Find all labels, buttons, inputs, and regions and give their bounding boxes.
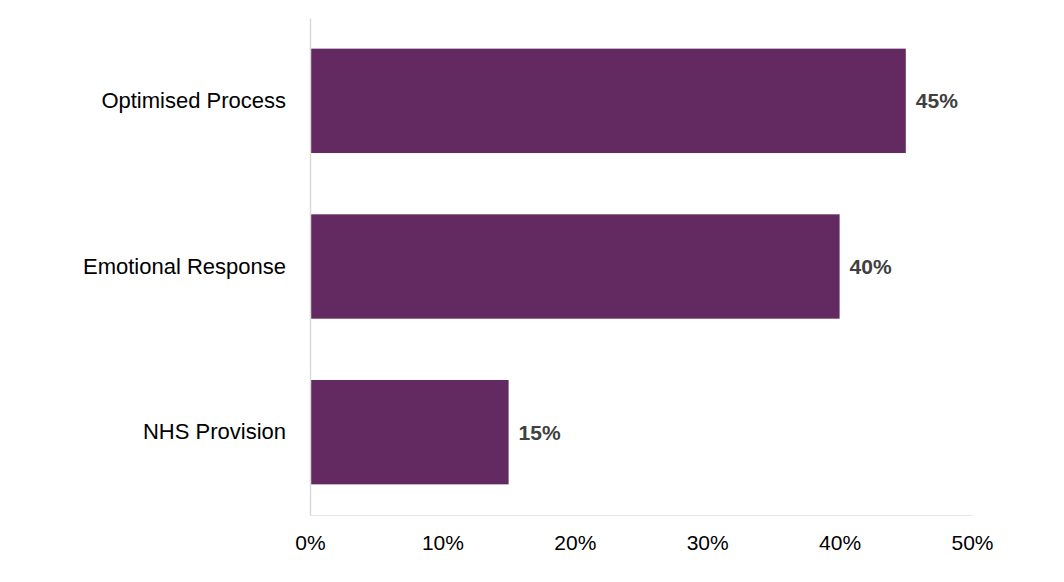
data-label: 40% <box>850 255 892 278</box>
bar <box>310 214 840 318</box>
y-tick: Emotional Response <box>83 254 310 279</box>
y-tick: Optimised Process <box>101 88 310 113</box>
x-axis: 0% 10% 20% 30% 40% 50% <box>295 515 993 554</box>
x-tick: 30% <box>687 515 729 554</box>
x-tick: 50% <box>951 515 993 554</box>
x-tick-label: 20% <box>554 531 596 554</box>
x-tick-label: 50% <box>951 531 993 554</box>
data-label: 45% <box>916 89 958 112</box>
x-tick-label: 10% <box>422 531 464 554</box>
bar <box>310 49 906 153</box>
x-tick: 0% <box>295 515 325 554</box>
x-tick-label: 30% <box>687 531 729 554</box>
y-tick-label: Emotional Response <box>83 254 286 279</box>
y-tick-label: Optimised Process <box>101 88 286 113</box>
data-labels: 45% 40% 15% <box>519 89 959 443</box>
y-tick-label: NHS Provision <box>143 419 286 444</box>
y-axis-line <box>310 19 312 516</box>
x-tick: 20% <box>554 515 596 554</box>
x-tick: 10% <box>422 515 464 554</box>
bars <box>310 49 906 485</box>
y-tick: NHS Provision <box>143 419 310 444</box>
chart: 0% 10% 20% 30% 40% 50% Optimised Process Emotio… <box>0 0 1064 582</box>
data-label: 15% <box>519 421 561 444</box>
x-tick-label: 0% <box>295 531 325 554</box>
x-tick-label: 40% <box>819 531 861 554</box>
y-axis: Optimised Process Emotional Response NHS P… <box>83 19 311 516</box>
x-tick: 40% <box>819 515 861 554</box>
bar <box>310 380 509 484</box>
x-axis-line <box>311 515 973 516</box>
